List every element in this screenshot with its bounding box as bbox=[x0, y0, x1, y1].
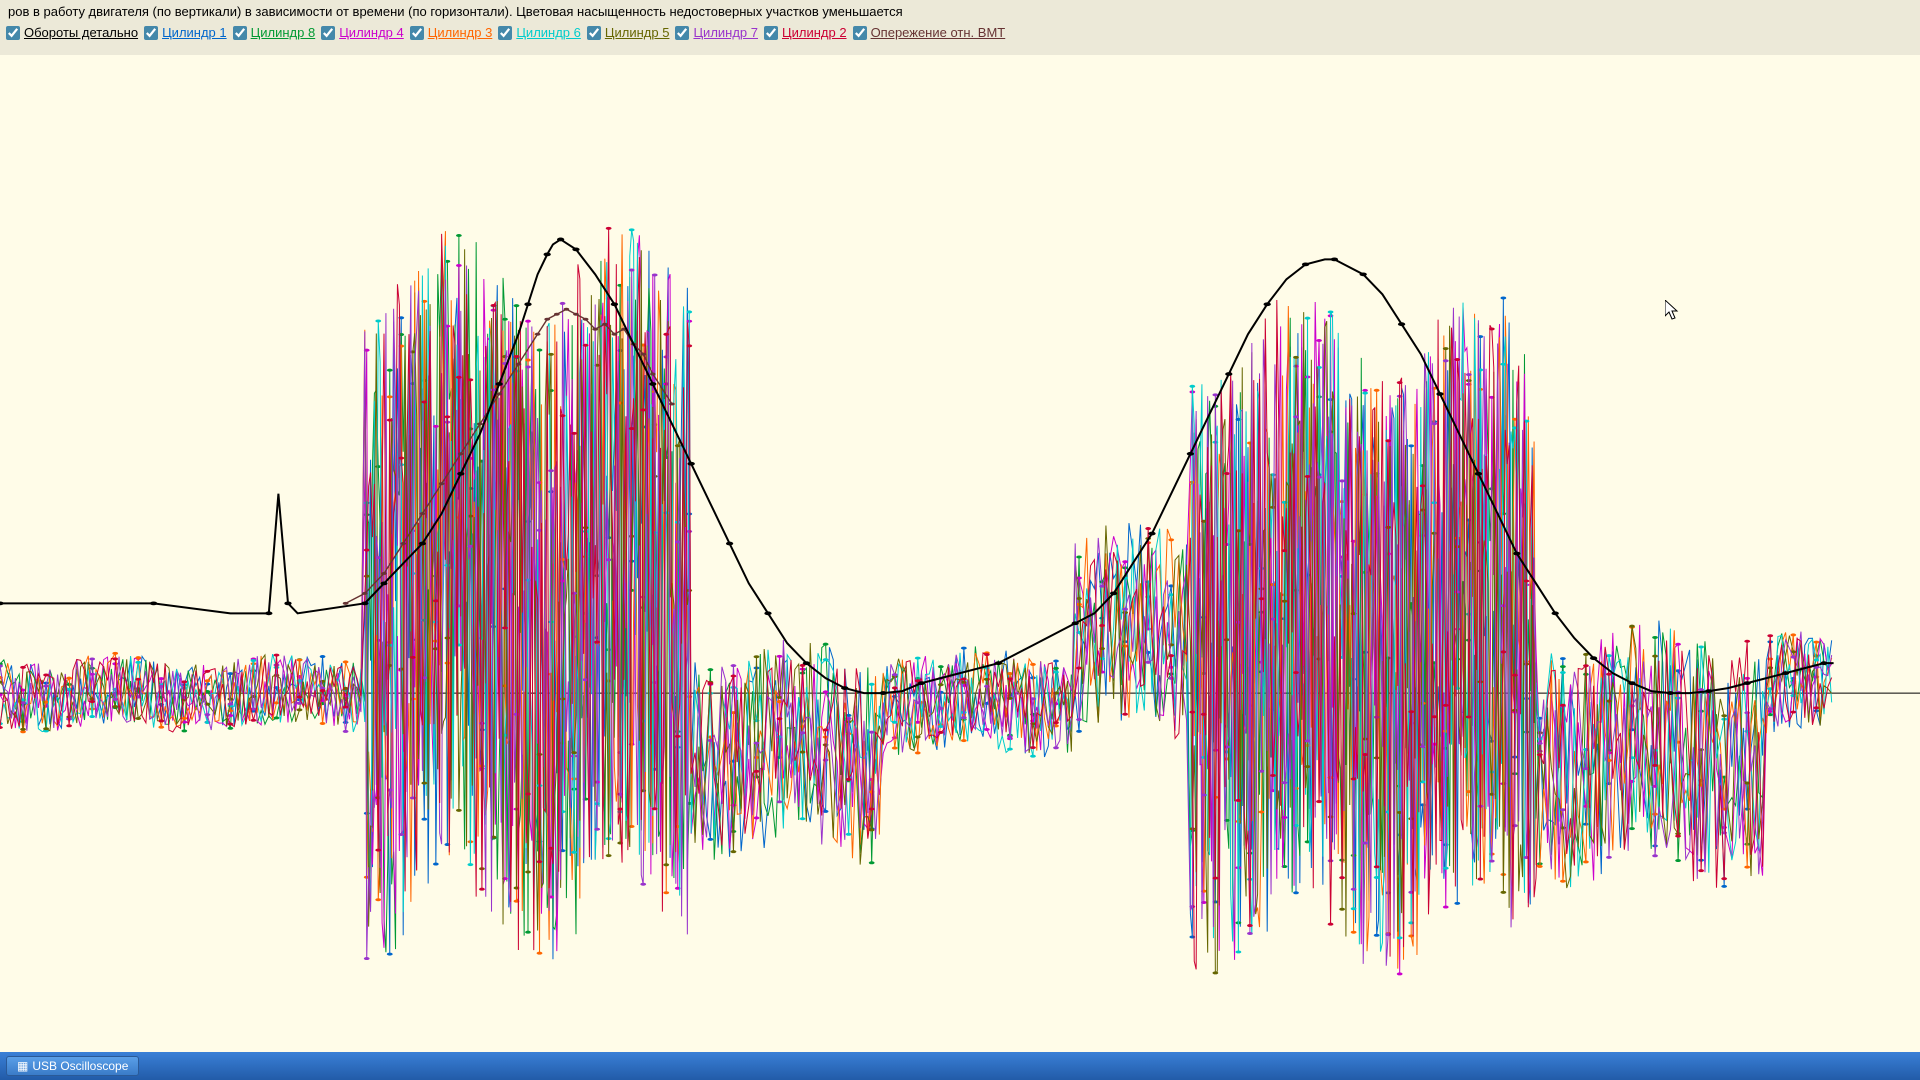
legend-item[interactable]: Цилиндр 4 bbox=[321, 25, 404, 40]
legend-checkbox[interactable] bbox=[6, 26, 20, 40]
legend-checkbox[interactable] bbox=[233, 26, 247, 40]
legend-checkbox[interactable] bbox=[764, 26, 778, 40]
legend-label: Опережение отн. ВМТ bbox=[871, 25, 1006, 40]
chart-description: ров в работу двигателя (по вертикали) в … bbox=[0, 0, 1920, 23]
legend-label: Цилиндр 8 bbox=[251, 25, 316, 40]
legend-label: Обороты детально bbox=[24, 25, 138, 40]
chart-area bbox=[0, 55, 1920, 1052]
legend-bar: Обороты детально Цилиндр 1 Цилиндр 8 Цилинд… bbox=[0, 23, 1920, 42]
legend-checkbox[interactable] bbox=[853, 26, 867, 40]
legend-item[interactable]: Цилиндр 5 bbox=[587, 25, 670, 40]
legend-item[interactable]: Цилиндр 6 bbox=[498, 25, 581, 40]
legend-item[interactable]: Цилиндр 7 bbox=[675, 25, 758, 40]
legend-item[interactable]: Цилиндр 2 bbox=[764, 25, 847, 40]
legend-label: Цилиндр 6 bbox=[516, 25, 581, 40]
legend-label: Цилиндр 5 bbox=[605, 25, 670, 40]
legend-label: Цилиндр 4 bbox=[339, 25, 404, 40]
legend-label: Цилиндр 1 bbox=[162, 25, 227, 40]
legend-checkbox[interactable] bbox=[498, 26, 512, 40]
legend-checkbox[interactable] bbox=[144, 26, 158, 40]
legend-item[interactable]: Цилиндр 1 bbox=[144, 25, 227, 40]
legend-item[interactable]: Опережение отн. ВМТ bbox=[853, 25, 1006, 40]
legend-label: Цилиндр 3 bbox=[428, 25, 493, 40]
legend-item[interactable]: Цилиндр 3 bbox=[410, 25, 493, 40]
taskbar-app-button[interactable]: ▦ USB Oscilloscope bbox=[6, 1056, 139, 1076]
legend-checkbox[interactable] bbox=[675, 26, 689, 40]
oscilloscope-icon: ▦ bbox=[17, 1059, 28, 1073]
legend-checkbox[interactable] bbox=[321, 26, 335, 40]
legend-label: Цилиндр 7 bbox=[693, 25, 758, 40]
chart-svg bbox=[0, 55, 1920, 1052]
taskbar-app-label: USB Oscilloscope bbox=[32, 1059, 128, 1073]
legend-item[interactable]: Обороты детально bbox=[6, 25, 138, 40]
legend-item[interactable]: Цилиндр 8 bbox=[233, 25, 316, 40]
legend-label: Цилиндр 2 bbox=[782, 25, 847, 40]
legend-checkbox[interactable] bbox=[587, 26, 601, 40]
taskbar: ▦ USB Oscilloscope bbox=[0, 1052, 1920, 1080]
legend-checkbox[interactable] bbox=[410, 26, 424, 40]
